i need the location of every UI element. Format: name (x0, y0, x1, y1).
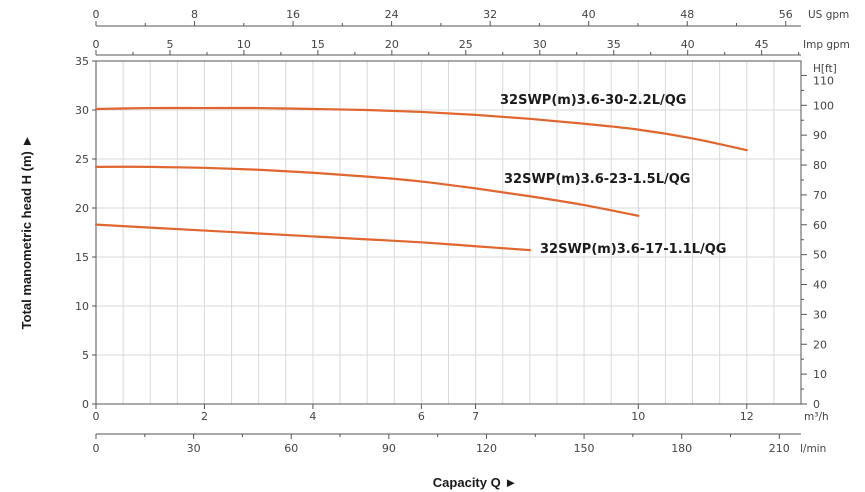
imp-tick-label: 15 (311, 38, 325, 51)
curves (94, 106, 748, 252)
us-tick-label: 8 (191, 8, 198, 21)
y-right-unit-label: H[ft] (813, 63, 837, 75)
top-axes: 0 5 10 15 20 25 30 35 40 45 Imp gpm 0 8 16 24 32 40 48 56 U… (93, 8, 850, 56)
lmin-tick-label: 210 (769, 442, 790, 455)
imp-tick-label: 35 (607, 38, 621, 51)
y-right-tick-label: 60 (813, 219, 827, 232)
us-tick-label: 24 (385, 8, 399, 21)
y-right-tick-label: 50 (813, 249, 827, 262)
us-unit-label: US gpm (808, 9, 849, 21)
y-axis-right-ft: H[ft] 0 10 20 30 40 50 60 70 80 90 100 110 (801, 63, 837, 411)
plot-frame (95, 60, 802, 405)
us-tick-label: 32 (483, 8, 497, 21)
us-tick-label: 56 (779, 8, 793, 21)
x-tick-label: 12 (740, 410, 754, 423)
y-axis-title: Total manometric head H (m) ► (19, 135, 34, 330)
pump-curve-line (94, 223, 531, 252)
lmin-unit-label: l/min (800, 443, 826, 455)
y-right-tick-label: 10 (813, 368, 827, 381)
lmin-tick-label: 30 (187, 442, 201, 455)
x-tick-label: 7 (472, 410, 479, 423)
us-tick-label: 48 (680, 8, 694, 21)
lmin-tick-label: 0 (93, 442, 100, 455)
x-tick-label: 2 (201, 410, 208, 423)
y-right-tick-label: 110 (813, 74, 834, 87)
lmin-tick-label: 120 (476, 442, 497, 455)
curve-label: 32SWP(m)3.6-17-1.1L/QG (540, 242, 726, 257)
lmin-tick-label: 150 (574, 442, 595, 455)
y-right-tick-label: 40 (813, 279, 827, 292)
lmin-tick-label: 60 (284, 442, 298, 455)
y-tick-label: 15 (75, 251, 89, 264)
imp-tick-label: 30 (533, 38, 547, 51)
y-tick-label: 25 (75, 153, 89, 166)
imp-tick-label: 5 (166, 38, 173, 51)
imp-tick-label: 10 (237, 38, 251, 51)
lmin-tick-label: 90 (382, 442, 396, 455)
lmin-tick-label: 180 (671, 442, 692, 455)
y-tick-label: 20 (75, 202, 89, 215)
y-right-tick-label: 0 (813, 398, 820, 411)
x-axis-title: Capacity Q ► (433, 475, 517, 490)
imp-tick-label: 25 (459, 38, 473, 51)
curve-label: 32SWP(m)3.6-30-2.2L/QG (500, 93, 686, 108)
y-tick-label: 35 (75, 55, 89, 68)
imp-unit-label: Imp gpm (803, 39, 850, 51)
us-tick-label: 0 (93, 8, 100, 21)
x-tick-label: 6 (418, 410, 425, 423)
grid (95, 60, 802, 405)
y-tick-label: 0 (82, 398, 89, 411)
imp-tick-label: 45 (755, 38, 769, 51)
y-axis-left: 0 5 10 15 20 25 30 35 (75, 55, 96, 411)
imp-tick-label: 0 (93, 38, 100, 51)
y-tick-label: 5 (82, 349, 89, 362)
x-tick-label: 10 (631, 410, 645, 423)
y-right-tick-label: 90 (813, 129, 827, 142)
imp-tick-label: 40 (681, 38, 695, 51)
y-right-tick-label: 70 (813, 189, 827, 202)
pump-curve-line (94, 165, 640, 217)
us-tick-label: 16 (286, 8, 300, 21)
curve-labels: 32SWP(m)3.6-30-2.2L/QG 32SWP(m)3.6-23-1.5… (500, 93, 726, 257)
y-right-tick-label: 20 (813, 338, 827, 351)
x-tick-label: 0 (93, 410, 100, 423)
curve-label: 32SWP(m)3.6-23-1.5L/QG (504, 172, 690, 187)
imp-tick-label: 20 (385, 38, 399, 51)
bottom-axes: 0 2 4 6 7 10 12 m³/h 0 30 60 90 120 150 180 210 l/min (93, 404, 829, 455)
y-right-tick-label: 80 (813, 159, 827, 172)
x-unit-label: m³/h (804, 411, 829, 423)
y-tick-label: 30 (75, 104, 89, 117)
pump-curve-line (94, 106, 748, 152)
y-right-tick-label: 30 (813, 308, 827, 321)
y-tick-label: 10 (75, 300, 89, 313)
x-tick-label: 4 (309, 410, 316, 423)
us-tick-label: 40 (582, 8, 596, 21)
y-right-tick-label: 100 (813, 99, 834, 112)
